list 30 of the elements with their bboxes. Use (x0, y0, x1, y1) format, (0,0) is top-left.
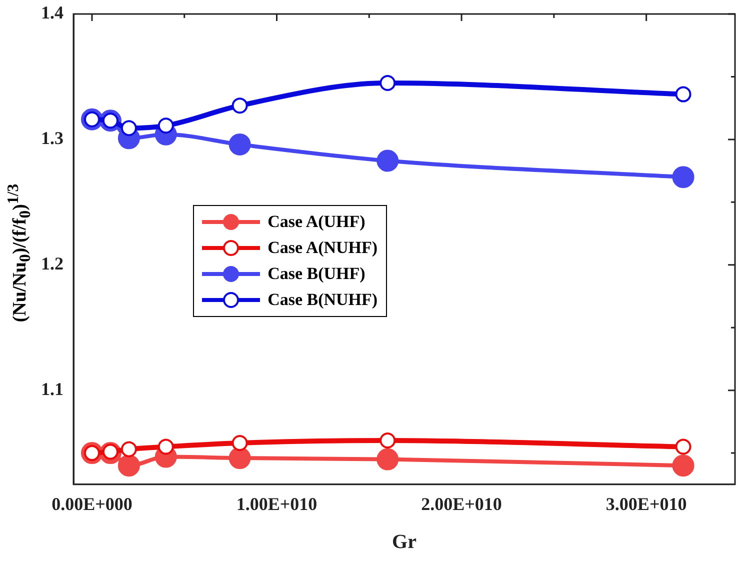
y-tick-label: 1.1 (41, 378, 64, 399)
legend-label: Case A(UHF) (268, 212, 366, 232)
point (120, 120, 137, 136)
y-tick-label: 1.4 (41, 2, 64, 23)
point (672, 166, 694, 188)
point (228, 133, 251, 156)
point (380, 432, 396, 448)
x-tick-label: 2.00E+010 (421, 494, 502, 514)
point (380, 74, 396, 91)
point (232, 435, 248, 452)
point (120, 441, 137, 458)
x-tick-label: 0.00E+000 (52, 494, 132, 514)
point (672, 454, 694, 477)
x-tick-label: 1.00E+010 (236, 494, 318, 514)
point (376, 150, 399, 172)
legend-label: Case A(NUHF) (268, 238, 378, 258)
x-axis-title: Gr (392, 531, 417, 554)
point (675, 86, 692, 102)
point (376, 448, 399, 470)
legend-label: Case B(UHF) (268, 264, 366, 284)
point (228, 447, 251, 470)
point (232, 98, 248, 114)
legend-label: Case B(NUHF) (268, 290, 378, 310)
point (158, 118, 174, 134)
y-tick-label: 1.3 (41, 128, 64, 148)
y-tick-label: 1.2 (41, 254, 64, 274)
point (158, 438, 174, 455)
x-tick-label: 3.00E+010 (606, 494, 687, 514)
point (118, 454, 140, 477)
point (675, 438, 692, 455)
